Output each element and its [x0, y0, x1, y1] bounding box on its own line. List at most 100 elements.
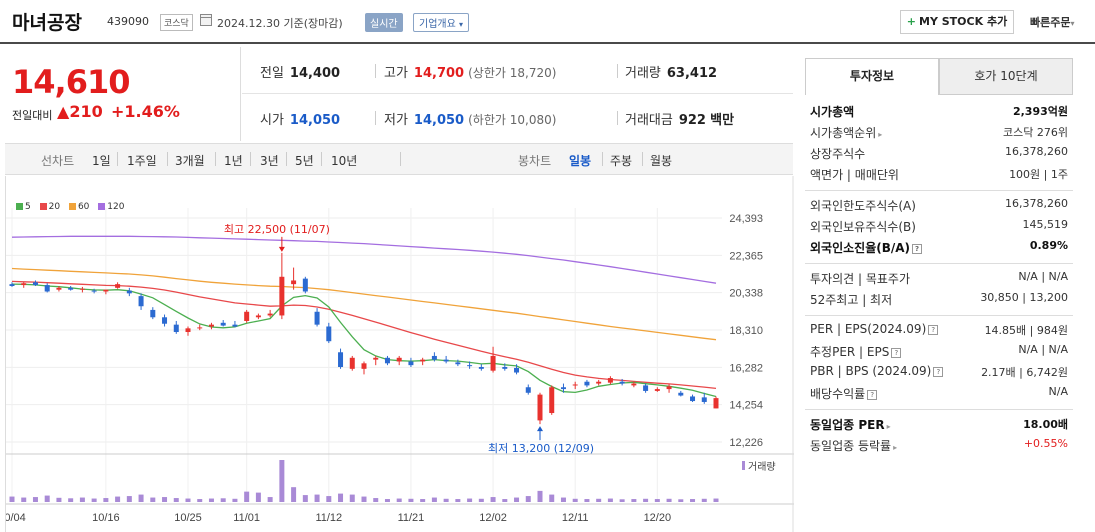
y-tick-label: 14,254: [729, 400, 763, 412]
info-key[interactable]: 동일업종 PER ▸: [810, 418, 891, 432]
tab-investment-info[interactable]: 투자정보: [805, 58, 939, 95]
help-icon[interactable]: ?: [928, 325, 939, 335]
volume-bar: [326, 496, 332, 502]
upper-limit-value: 18,720): [509, 66, 557, 80]
candle-body: [443, 359, 449, 362]
candle-body: [596, 381, 602, 384]
company-overview-button[interactable]: 기업개요 ▾: [413, 13, 470, 32]
help-icon[interactable]: ?: [891, 348, 902, 358]
candle-body: [373, 357, 379, 360]
candle-body: [690, 396, 696, 402]
period-5y[interactable]: 5년: [295, 154, 314, 168]
high-value: 14,700: [413, 66, 465, 81]
candle-body: [197, 327, 203, 329]
volume-bar: [643, 498, 649, 502]
volume-bar: [21, 497, 27, 502]
help-icon[interactable]: ?: [933, 367, 944, 377]
period-1y[interactable]: 1년: [224, 154, 243, 168]
candle-body: [338, 352, 344, 367]
amount-unit: 백만: [710, 113, 735, 128]
price-summary: 14,610 전일대비 ▲210 +1.46%: [5, 47, 241, 141]
calendar-icon: [200, 14, 212, 26]
volume-bar: [455, 499, 461, 502]
candle-body: [220, 322, 226, 326]
info-row-g4-0: PER | EPS(2024.09)? 14.85배 | 984원: [810, 322, 1068, 342]
candle-body: [279, 276, 285, 316]
y-tick-label: 12,226: [729, 437, 763, 449]
legend-ma60-label: 60: [77, 202, 90, 212]
help-icon[interactable]: ?: [867, 390, 878, 400]
period-3m[interactable]: 3개월: [175, 154, 205, 168]
period-1d[interactable]: 1일: [92, 154, 111, 168]
volume-bar: [396, 498, 402, 502]
volume-bar: [220, 498, 226, 502]
volume-bar: [690, 499, 696, 502]
info-value: 16,378,260: [1005, 197, 1068, 210]
info-row-g1-1: 시가총액순위 ▸ 코스닥 276위: [810, 124, 1068, 144]
open-value: 14,050: [289, 113, 341, 128]
quick-order-button[interactable]: 빠른주문▾: [1030, 14, 1075, 30]
candle-body: [643, 385, 649, 391]
price-chart[interactable]: 5 20 60 120 24,393 22,365 20,338 18,310 16,2…: [5, 176, 794, 532]
candle-body: [619, 381, 625, 384]
info-row-g3-0: 투자의견 | 목표주가 N/A | N/A: [810, 270, 1068, 290]
volume-bar: [619, 499, 625, 502]
trade-amount: 거래대금 922 백만: [625, 109, 734, 128]
info-value: 100원 | 1주: [1009, 168, 1068, 181]
legend-ma60: 60: [68, 202, 90, 212]
legend-swatch-ma20: [39, 203, 47, 210]
volume-bar: [713, 498, 719, 502]
info-key[interactable]: 시가총액순위 ▸: [810, 126, 883, 140]
volume-bar: [44, 495, 50, 502]
candle-body: [361, 363, 367, 369]
period-3y[interactable]: 3년: [260, 154, 279, 168]
legend-ma5: 5: [16, 202, 31, 212]
volume-bar: [420, 499, 426, 502]
period-10y[interactable]: 10년: [331, 154, 358, 168]
volume-bar: [302, 495, 308, 502]
candle-body: [654, 389, 660, 391]
candle-body: [537, 394, 543, 421]
plus-icon: +: [906, 15, 917, 28]
info-value: 2,393억원: [1012, 105, 1068, 118]
candle-monthly[interactable]: 월봉: [650, 154, 673, 168]
period-1w[interactable]: 1주일: [127, 154, 157, 168]
candle-body: [21, 283, 27, 286]
candle-body: [68, 287, 74, 290]
candle-body: [631, 383, 637, 386]
candle-body: [420, 359, 426, 362]
candle-body: [560, 387, 566, 390]
candle-body: [431, 355, 437, 360]
x-tick-label: 11/21: [398, 512, 425, 524]
volume-legend-swatch: [742, 461, 745, 470]
line-chart-label: 선차트: [41, 154, 75, 168]
add-mystock-button[interactable]: + MY STOCK 추가: [900, 10, 1014, 34]
info-key: 배당수익률?: [810, 385, 878, 402]
realtime-button[interactable]: 실시간: [365, 13, 403, 32]
stock-header: 마녀공장 439090 코스닥 2024.12.30 기준(장마감) 실시간 기…: [0, 0, 1095, 44]
info-key[interactable]: 동일업종 등락률 ▸: [810, 439, 898, 453]
volume-bar: [514, 497, 520, 502]
info-key: PER | EPS(2024.09)?: [810, 322, 939, 336]
candle-body: [79, 288, 85, 290]
volume-label: 거래량: [625, 66, 661, 81]
candle-body: [9, 284, 15, 286]
info-key: 외국인보유주식수(B): [810, 220, 916, 234]
candle-daily[interactable]: 일봉: [569, 154, 592, 168]
help-icon[interactable]: ?: [912, 244, 923, 254]
volume-bar: [79, 497, 85, 502]
candle-body: [103, 289, 109, 292]
candle-weekly[interactable]: 주봉: [610, 154, 633, 168]
date-note: 기준(장마감): [283, 17, 343, 30]
volume-bar: [9, 496, 15, 502]
candle-body: [56, 287, 62, 290]
investment-info-panel: 투자정보 호가 10단계 시가총액 2,393억원 시가총액순위 ▸ 코스닥 276위 상…: [805, 58, 1073, 494]
info-row-g5-1: 동일업종 등락률 ▸ +0.55%: [810, 437, 1068, 457]
arrow-right-icon: ▸: [878, 130, 883, 139]
volume-bar: [68, 498, 74, 502]
candle-body: [549, 387, 555, 414]
volume-bar: [56, 497, 62, 502]
tab-order-book[interactable]: 호가 10단계: [939, 58, 1073, 95]
info-value: N/A | N/A: [1018, 270, 1068, 283]
market-badge: 코스닥: [160, 14, 193, 31]
